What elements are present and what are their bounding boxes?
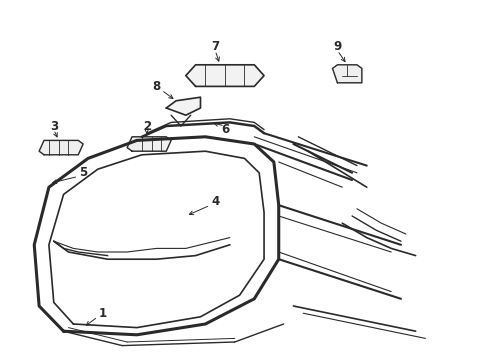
Text: 8: 8 <box>152 80 160 93</box>
Text: 5: 5 <box>79 166 87 179</box>
Polygon shape <box>39 140 83 155</box>
Text: 7: 7 <box>211 40 219 53</box>
Polygon shape <box>166 97 200 115</box>
Text: 4: 4 <box>211 195 219 208</box>
Text: 6: 6 <box>221 123 228 136</box>
Polygon shape <box>332 65 361 83</box>
Text: 9: 9 <box>333 40 341 53</box>
Polygon shape <box>127 137 171 151</box>
Text: 3: 3 <box>50 120 58 132</box>
Polygon shape <box>185 65 264 86</box>
Text: 1: 1 <box>99 307 106 320</box>
Text: 2: 2 <box>142 120 150 132</box>
